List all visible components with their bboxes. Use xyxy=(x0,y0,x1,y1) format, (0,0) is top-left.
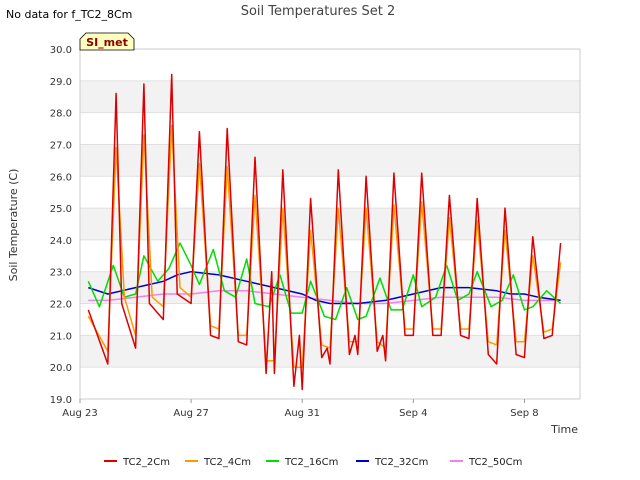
y-tick-label: 28.0 xyxy=(50,109,72,120)
legend-label: TC2_4Cm xyxy=(203,457,251,468)
grid-band xyxy=(80,208,580,240)
y-tick-label: 23.0 xyxy=(50,268,72,279)
x-tick-label: Aug 31 xyxy=(285,408,320,419)
no-data-note: No data for f_TC2_8Cm xyxy=(6,8,133,21)
y-tick-label: 29.0 xyxy=(50,77,72,88)
y-tick-label: 27.0 xyxy=(50,140,72,151)
y-tick-labels: 19.0 20.0 21.0 22.0 23.0 24.0 25.0 26.0 27.0 28.0… xyxy=(50,45,72,406)
grid-band xyxy=(80,80,580,113)
series-lines xyxy=(87,73,562,391)
legend: TC2_2Cm TC2_4Cm TC2_16Cm TC2_32Cm TC2_50Cm xyxy=(104,457,522,468)
x-tick-label: Sep 4 xyxy=(399,408,427,419)
y-tick-label: 21.0 xyxy=(50,331,72,342)
background-bands xyxy=(80,80,580,368)
station-badge: SI_met xyxy=(79,32,135,51)
x-tick-label: Sep 8 xyxy=(510,408,538,419)
series-line-tc2-50cm xyxy=(88,290,561,305)
x-axis-label: Time xyxy=(550,423,578,436)
legend-label: TC2_32Cm xyxy=(374,457,428,468)
y-tick-label: 19.0 xyxy=(50,395,72,406)
series-line-tc2-2cm xyxy=(87,73,562,391)
y-axis-label: Soil Temperature (C) xyxy=(7,169,20,282)
y-tick-label: 24.0 xyxy=(50,236,72,247)
y-tick-label: 30.0 xyxy=(50,45,72,56)
station-badge-shape xyxy=(79,32,135,51)
series-line-tc2-16cm xyxy=(87,242,562,321)
legend-label: TC2_16Cm xyxy=(284,457,338,468)
station-badge-label: SI_met xyxy=(86,36,128,49)
x-tick-label: Aug 23 xyxy=(62,408,97,419)
y-tick-label: 25.0 xyxy=(50,204,72,215)
legend-label: TC2_50Cm xyxy=(468,457,522,468)
chart-title: Soil Temperatures Set 2 xyxy=(241,4,396,19)
series-line-tc2-32cm xyxy=(88,270,561,305)
legend-label: TC2_2Cm xyxy=(122,457,170,468)
y-tick-label: 22.0 xyxy=(50,300,72,311)
x-tick-label: Aug 27 xyxy=(173,408,208,419)
x-tick-labels: Aug 23 Aug 27 Aug 31 Sep 4 Sep 8 xyxy=(62,399,539,419)
plot-frame xyxy=(79,48,581,400)
grid-band xyxy=(80,144,580,177)
y-tick-label: 26.0 xyxy=(50,172,72,183)
y-tick-label: 20.0 xyxy=(50,363,72,374)
